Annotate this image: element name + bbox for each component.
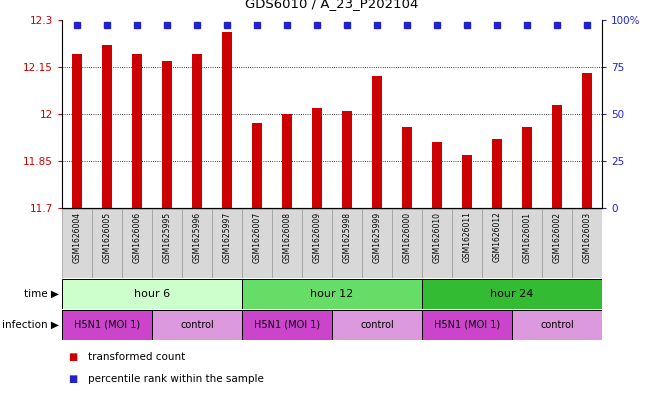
Bar (332, 310, 422, 340)
Bar (332, 209, 362, 278)
Bar (492, 139, 503, 208)
Text: GSM1625996: GSM1625996 (193, 211, 201, 263)
Text: percentile rank within the sample: percentile rank within the sample (88, 374, 264, 384)
Text: control: control (540, 320, 574, 330)
Text: GSM1625998: GSM1625998 (342, 211, 352, 263)
Bar (222, 32, 232, 208)
Bar (372, 76, 382, 208)
Bar (62, 279, 242, 309)
Bar (362, 209, 392, 278)
Bar (422, 279, 602, 309)
Text: hour 12: hour 12 (311, 289, 353, 299)
Text: GSM1626007: GSM1626007 (253, 211, 262, 263)
Bar (272, 209, 302, 278)
Bar (242, 310, 332, 340)
Bar (62, 209, 92, 278)
Text: GSM1625997: GSM1625997 (223, 211, 232, 263)
Bar (182, 209, 212, 278)
Text: ■: ■ (68, 374, 77, 384)
Text: GSM1626011: GSM1626011 (463, 211, 471, 263)
Bar (392, 209, 422, 278)
Bar (452, 209, 482, 278)
Bar (252, 123, 262, 208)
Text: GSM1625999: GSM1625999 (372, 211, 381, 263)
Bar (542, 209, 572, 278)
Text: control: control (360, 320, 394, 330)
Text: H5N1 (MOI 1): H5N1 (MOI 1) (434, 320, 500, 330)
Text: GSM1626001: GSM1626001 (523, 211, 532, 263)
Text: hour 24: hour 24 (490, 289, 534, 299)
Bar (402, 127, 412, 208)
Bar (152, 209, 182, 278)
Bar (92, 209, 122, 278)
Text: GSM1626003: GSM1626003 (583, 211, 592, 263)
Text: control: control (180, 320, 214, 330)
Bar (572, 209, 602, 278)
Text: infection ▶: infection ▶ (2, 320, 59, 330)
Bar (512, 310, 602, 340)
Bar (462, 155, 473, 208)
Text: hour 6: hour 6 (134, 289, 170, 299)
Text: GSM1626005: GSM1626005 (102, 211, 111, 263)
Text: GSM1626012: GSM1626012 (493, 211, 502, 263)
Text: GSM1626009: GSM1626009 (312, 211, 322, 263)
Bar (482, 209, 512, 278)
Text: GSM1626006: GSM1626006 (132, 211, 141, 263)
Bar (312, 108, 322, 208)
Text: GSM1626010: GSM1626010 (432, 211, 441, 263)
Bar (552, 105, 562, 208)
Bar (212, 209, 242, 278)
Bar (582, 73, 592, 208)
Text: GSM1626008: GSM1626008 (283, 211, 292, 263)
Text: GDS6010 / A_23_P202104: GDS6010 / A_23_P202104 (245, 0, 419, 10)
Bar (342, 111, 352, 208)
Bar (522, 127, 533, 208)
Text: ■: ■ (68, 352, 77, 362)
Text: transformed count: transformed count (88, 352, 185, 362)
Text: H5N1 (MOI 1): H5N1 (MOI 1) (254, 320, 320, 330)
Bar (62, 310, 152, 340)
Bar (161, 61, 172, 208)
Bar (122, 209, 152, 278)
Bar (72, 54, 82, 208)
Bar (242, 279, 422, 309)
Text: GSM1626004: GSM1626004 (72, 211, 81, 263)
Bar (191, 54, 202, 208)
Bar (422, 209, 452, 278)
Bar (512, 209, 542, 278)
Text: GSM1626002: GSM1626002 (553, 211, 562, 263)
Bar (102, 45, 112, 208)
Text: GSM1625995: GSM1625995 (162, 211, 171, 263)
Bar (432, 142, 442, 208)
Text: GSM1626000: GSM1626000 (402, 211, 411, 263)
Text: time ▶: time ▶ (23, 289, 59, 299)
Text: H5N1 (MOI 1): H5N1 (MOI 1) (74, 320, 140, 330)
Bar (152, 310, 242, 340)
Bar (242, 209, 272, 278)
Bar (422, 310, 512, 340)
Bar (132, 54, 142, 208)
Bar (302, 209, 332, 278)
Bar (282, 114, 292, 208)
